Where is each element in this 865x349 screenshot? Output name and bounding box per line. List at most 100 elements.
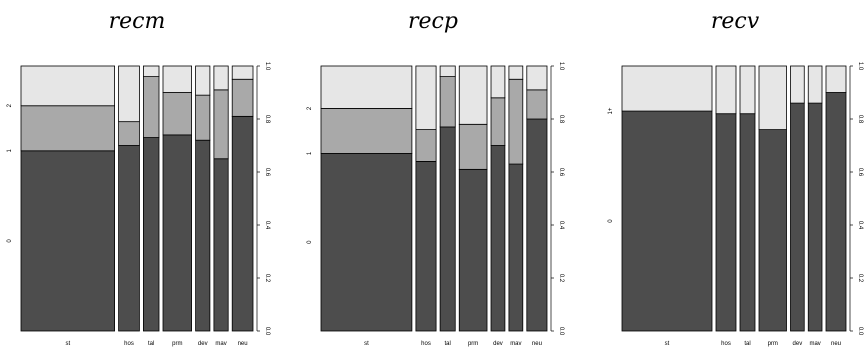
bar-segment-hos-0 <box>118 145 140 332</box>
category-label: prm <box>768 341 778 347</box>
category-label: tal <box>148 341 154 347</box>
bar-segment-mav-0 <box>213 158 229 332</box>
category-label: st <box>665 341 670 347</box>
y-tick-label: 0.8 <box>857 115 863 124</box>
bar-segment-neu-1+ <box>825 65 847 93</box>
y-tick-label: 0.4 <box>857 221 863 230</box>
y-tick-label: 0.2 <box>558 274 564 283</box>
category-label: dev <box>793 341 803 347</box>
level-label: 2 <box>7 103 13 107</box>
bar-segment-hos-2 <box>415 65 437 130</box>
bar-segment-st-0 <box>621 110 713 332</box>
bar-segment-tal-1+ <box>739 65 756 115</box>
bar-segment-neu-0 <box>231 115 254 332</box>
bar-segment-tal-0 <box>142 137 160 332</box>
category-label: prm <box>172 341 182 347</box>
bar-segment-mav-2 <box>213 65 229 91</box>
bar-segment-dev-2 <box>195 65 211 96</box>
level-label: 1 <box>307 151 313 155</box>
chart-title: recv <box>711 9 760 34</box>
bar-segment-st-2 <box>20 65 115 107</box>
y-tick-label: 1.0 <box>558 62 564 71</box>
category-label: neu <box>532 341 542 347</box>
y-tick-label: 0.8 <box>558 115 564 124</box>
bar-segment-tal-0 <box>739 113 756 332</box>
bar-segment-dev-0 <box>195 139 211 332</box>
bar-segment-tal-2 <box>142 65 160 78</box>
bar-segment-st-1 <box>320 108 413 154</box>
bar-segment-hos-2 <box>118 65 140 123</box>
category-label: hos <box>721 341 731 347</box>
category-label: st <box>364 341 369 347</box>
y-tick-label: 0.0 <box>558 327 564 336</box>
category-label: dev <box>493 341 503 347</box>
bar-segment-hos-1+ <box>715 65 737 115</box>
bar-segment-prm-0 <box>458 168 488 332</box>
bar-segment-tal-2 <box>439 65 456 78</box>
y-tick-label: 0.0 <box>857 327 863 336</box>
y-tick-label: 0.2 <box>857 274 863 283</box>
bar-segment-tal-1 <box>142 76 160 138</box>
bar-segment-neu-0 <box>526 118 548 332</box>
category-label: neu <box>238 341 248 347</box>
chart-panel-recp: recp st hos tal prm dev mav neu 0 1 2 0.0 0.2 0.4 0.6 0… <box>307 9 564 347</box>
category-label: st <box>65 341 70 347</box>
category-label: mav <box>809 341 820 347</box>
bar-segment-neu-1 <box>526 89 548 120</box>
chart-panel-recm: recm st hos tal prm dev mav neu 0 1 2 0.0 0.2 0.4 0.6 0… <box>7 9 270 347</box>
bar-segment-st-1 <box>20 105 115 152</box>
category-label: mav <box>215 341 226 347</box>
bar-segment-hos-1 <box>415 129 437 162</box>
y-tick-label: 0.6 <box>857 168 863 177</box>
bar-segment-mav-1 <box>213 89 229 160</box>
bar-segment-dev-2 <box>490 65 506 99</box>
bar-segment-prm-1 <box>458 123 488 170</box>
y-tick-label: 0.4 <box>558 221 564 230</box>
bar-segment-dev-1 <box>195 94 211 141</box>
level-label: 0 <box>307 240 313 244</box>
category-label: prm <box>468 341 478 347</box>
bar-segment-tal-1 <box>439 76 456 128</box>
y-tick-label: 0.4 <box>264 221 270 230</box>
y-tick-label: 0.0 <box>264 327 270 336</box>
category-label: tal <box>444 341 450 347</box>
bar-segment-neu-2 <box>526 65 548 91</box>
bar-segment-dev-1+ <box>790 65 805 104</box>
bar-segment-mav-0 <box>807 102 823 332</box>
bar-segment-mav-2 <box>508 65 524 80</box>
bar-segment-neu-0 <box>825 92 847 332</box>
category-label: tal <box>744 341 750 347</box>
bar-segment-prm-0 <box>758 129 787 332</box>
bar-segment-mav-1+ <box>807 65 823 104</box>
category-label: hos <box>421 341 431 347</box>
y-tick-label: 1.0 <box>857 62 863 71</box>
y-tick-label: 1.0 <box>264 62 270 71</box>
bar-segment-mav-1 <box>508 78 524 165</box>
bar-segment-st-2 <box>320 65 413 109</box>
category-label: neu <box>831 341 841 347</box>
y-tick-label: 0.8 <box>264 115 270 124</box>
level-label: 1+ <box>608 107 614 114</box>
bar-segment-dev-0 <box>490 145 506 332</box>
y-tick-label: 0.6 <box>558 168 564 177</box>
bar-segment-hos-0 <box>715 113 737 332</box>
bar-segment-st-1+ <box>621 65 713 112</box>
bar-segment-neu-2 <box>231 65 254 80</box>
level-label: 2 <box>307 106 313 110</box>
bar-segment-dev-0 <box>790 102 805 332</box>
chart-title: recm <box>109 9 166 34</box>
level-label: 1 <box>7 148 13 152</box>
bar-segment-dev-1 <box>490 97 506 146</box>
y-tick-label: 0.6 <box>264 168 270 177</box>
bar-segment-mav-0 <box>508 163 524 332</box>
bar-segment-tal-0 <box>439 126 456 332</box>
category-label: dev <box>198 341 208 347</box>
level-label: 0 <box>7 239 13 243</box>
bar-segment-prm-1 <box>162 92 193 136</box>
chart-panel-recv: recv st hos tal prm dev mav neu 0 1+ 0.0 0.2 0.4 0.6 0… <box>608 9 863 347</box>
bar-segment-st-0 <box>20 150 115 332</box>
category-label: hos <box>124 341 134 347</box>
bar-segment-neu-1 <box>231 78 254 117</box>
bar-segment-prm-2 <box>458 65 488 125</box>
